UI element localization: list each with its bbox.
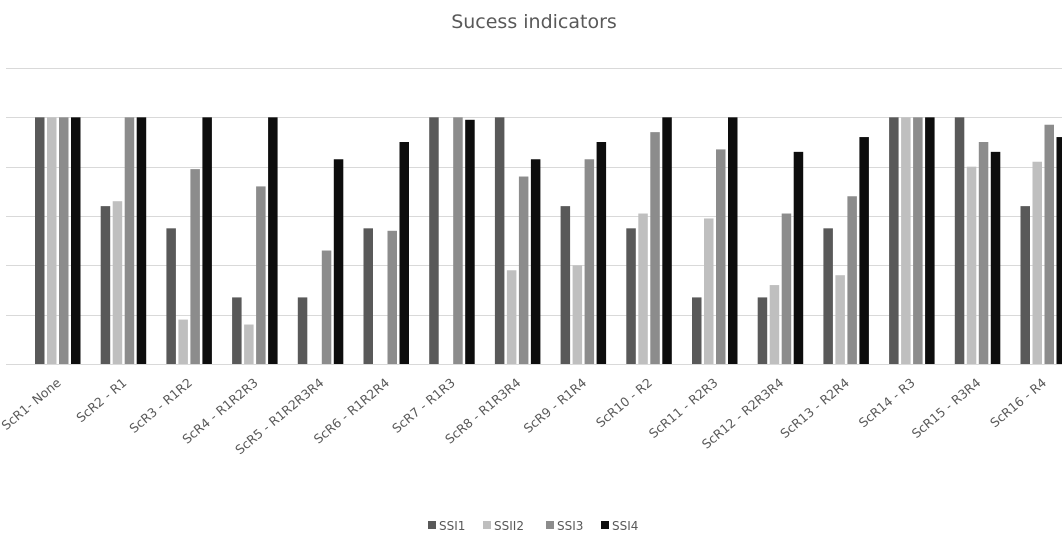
bar (781, 213, 792, 364)
bar (662, 117, 672, 364)
bar (202, 117, 212, 364)
x-tick-label: ScR9 - R1R4 (521, 375, 590, 436)
bar (178, 319, 188, 364)
bar (47, 117, 57, 364)
bar (728, 117, 738, 364)
bar (71, 117, 81, 364)
legend-label: SSI1 (439, 519, 465, 533)
legend-swatch (428, 521, 436, 529)
bar (596, 142, 607, 364)
bar (925, 117, 935, 364)
bar (901, 117, 911, 364)
bar (399, 142, 409, 364)
bar (136, 117, 147, 364)
bar (321, 250, 332, 364)
bars (35, 117, 1062, 364)
bar (112, 201, 123, 364)
x-tick-label: ScR10 - R2 (593, 375, 655, 431)
bar (333, 159, 344, 364)
bar (166, 228, 176, 364)
bar (59, 117, 69, 364)
legend-label: SSII2 (494, 519, 524, 533)
bar (518, 176, 529, 364)
chart-title: Sucess indicators (451, 11, 617, 33)
bar (692, 297, 702, 364)
bar (650, 132, 660, 364)
bar (823, 228, 833, 364)
x-tick-label: ScR2 - R1 (73, 375, 129, 425)
x-tick-label: ScR1- None (0, 375, 64, 433)
bar (1032, 161, 1042, 364)
bar (494, 117, 505, 364)
x-tick-label: ScR15 - R3R4 (909, 375, 984, 441)
bar (560, 206, 571, 364)
legend-swatch (483, 521, 491, 529)
bar (100, 206, 111, 364)
bar (1044, 124, 1054, 364)
bar (638, 213, 648, 364)
bar (889, 117, 899, 364)
bar (847, 196, 857, 364)
bar (244, 324, 254, 364)
bar (626, 228, 636, 364)
bar (232, 297, 242, 364)
bar (387, 230, 397, 364)
x-tick-label: ScR16 - R4 (987, 375, 1049, 431)
bar (363, 228, 373, 364)
legend: SSI1 SSII2 SSI3 SSI4 (428, 519, 638, 533)
bar (429, 117, 439, 364)
bar (1056, 137, 1062, 364)
bar (584, 159, 595, 364)
x-tick-label: ScR7 - R1R3 (389, 375, 458, 436)
legend-label: SSI4 (612, 519, 638, 533)
bar (716, 149, 726, 364)
bar (268, 117, 278, 364)
legend-swatch (546, 521, 554, 529)
bar (990, 151, 1001, 364)
bar (913, 117, 923, 364)
bar (453, 117, 463, 364)
x-tick-label: ScR13 - R2R4 (777, 375, 852, 441)
legend-swatch (601, 521, 609, 529)
bar (793, 151, 804, 364)
bar (978, 142, 989, 364)
bar (35, 117, 45, 364)
legend-label: SSI3 (557, 519, 583, 533)
x-tick-label: ScR3 - R1R2 (126, 375, 195, 436)
bar (190, 169, 200, 364)
bar (954, 117, 965, 364)
x-tick-label: ScR14 - R3 (856, 375, 918, 431)
bar (835, 275, 845, 364)
bar (506, 270, 517, 364)
bar (256, 186, 266, 364)
bar (966, 166, 977, 364)
bar (704, 218, 714, 364)
bar (769, 285, 780, 364)
bar (465, 119, 475, 364)
bar (1020, 206, 1030, 364)
bar (530, 159, 541, 364)
bar (124, 117, 135, 364)
bar (859, 137, 869, 364)
bar (572, 265, 583, 364)
bar (297, 297, 308, 364)
bar (757, 297, 768, 364)
